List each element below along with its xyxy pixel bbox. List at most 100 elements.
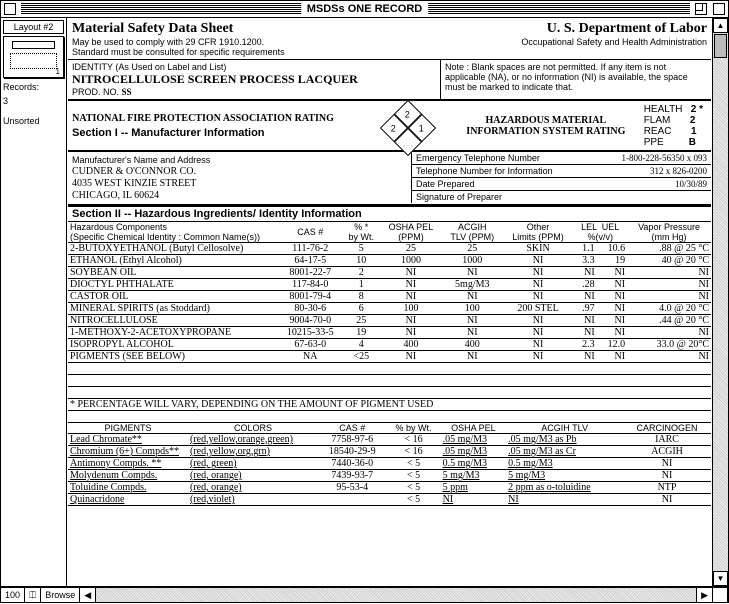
mode-menu[interactable]: Browse (41, 588, 80, 602)
mfr-street: 4035 WEST KINZIE STREET (72, 178, 407, 190)
hmis-ppe-l: PPE (644, 137, 664, 148)
mfr-label: Manufacturer's Name and Address (72, 154, 407, 166)
table-row: SOYBEAN OIL8001-22-72NINININININI (68, 267, 711, 279)
doc-subtitle1: May be used to comply with 29 CFR 1910.1… (72, 37, 513, 47)
col-leluel: LEL UEL%(v/v) (573, 222, 627, 243)
sort-status: Unsorted (3, 116, 64, 126)
records-count: 3 (3, 96, 64, 106)
table-row: ISOPROPYL ALCOHOL67-63-04400400NI2.312.0… (68, 339, 711, 351)
col-name: Hazardous Components(Specific Chemical I… (68, 222, 278, 243)
hmis-reac-l: REAC (644, 126, 672, 137)
zoom-field[interactable]: 100 (1, 588, 25, 602)
section1-title: Section I -- Manufacturer Information (68, 126, 368, 140)
hmis-values: HEALTH 2 * FLAM 2 REAC 1 PPE B (644, 104, 711, 148)
zoom-value: 100 (5, 590, 20, 600)
col-vp: Vapor Pressure(mm Hg) (627, 222, 711, 243)
vertical-scrollbar[interactable]: ▲ ▼ (712, 18, 728, 586)
table-row: MINERAL SPIRITS (as Stoddard)80-30-66100… (68, 303, 711, 315)
records-label: Records: (3, 82, 64, 92)
col-cas: CAS # (278, 222, 343, 243)
hmis-health-v: 2 * (691, 104, 703, 115)
pcol-colors: COLORS (188, 423, 318, 434)
emerg-label: Emergency Telephone Number (416, 153, 540, 163)
pct-note: * PERCENTAGE WILL VARY, DEPENDING ON THE… (68, 399, 711, 411)
sig-label: Signature of Preparer (416, 192, 502, 202)
horizontal-scrollbar[interactable] (96, 588, 697, 602)
doc-title: Material Safety Data Sheet (72, 21, 513, 37)
layout-thumbnail[interactable]: 1 (3, 36, 64, 78)
col-osha: OSHA PEL(PPM) (380, 222, 442, 243)
window-titlebar: MSDSs ONE RECORD (0, 0, 729, 18)
col-other: OtherLimits (PPM) (503, 222, 574, 243)
table-row: NITROCELLULOSE9004-70-025NININININI.44 @… (68, 315, 711, 327)
doc-subtitle2: Standard must be consulted for specific … (72, 47, 513, 57)
nfpa-diamond: 2 2 1 (368, 102, 448, 150)
close-box[interactable] (4, 3, 16, 15)
hscroll-right-arrow[interactable]: ▶ (697, 588, 713, 602)
collapse-box[interactable] (713, 3, 725, 15)
col-pct: % *by Wt. (343, 222, 381, 243)
scroll-up-arrow[interactable]: ▲ (713, 18, 728, 33)
dept-label: U. S. Department of Labor (521, 21, 707, 37)
status-bar: 100 ⎅ Browse ◀ ▶ (0, 586, 729, 603)
manufacturer-block: Manufacturer's Name and Address CUDNER &… (68, 151, 711, 204)
layout-sidebar: Layout #2 1 Records: 3 Unsorted (1, 18, 67, 586)
identity-label: IDENTITY (As Used on Label and List) (72, 62, 436, 72)
table-row: ETHANOL (Ethyl Alcohol)64-17-51010001000… (68, 255, 711, 267)
table-row: CASTOR OIL8001-79-48NINININININI (68, 291, 711, 303)
zoom-box[interactable] (695, 3, 707, 15)
date-val: 10/30/89 (675, 179, 707, 189)
pcol-cas: CAS # (318, 423, 386, 434)
product-name: NITROCELLULOSE SCREEN PROCESS LACQUER (72, 72, 436, 87)
identity-block: IDENTITY (As Used on Label and List) NIT… (68, 60, 711, 101)
doc-header: Material Safety Data Sheet May be used t… (68, 19, 711, 60)
pcol-name: PIGMENTS (68, 423, 188, 434)
document-area: Material Safety Data Sheet May be used t… (67, 18, 728, 586)
identity-note: Note : Blank spaces are not permitted. I… (441, 60, 711, 99)
table-row: Antimony Compds. **(red, green)7440-36-0… (68, 458, 711, 470)
mode-label: Browse (45, 590, 75, 600)
hmis-flam-l: FLAM (644, 115, 671, 126)
nfpa-block: NATIONAL FIRE PROTECTION ASSOCIATION RAT… (68, 101, 711, 151)
hmis-flam-v: 2 (690, 115, 696, 126)
info-val: 312 x 826-0200 (650, 166, 707, 176)
section2-title: Section II -- Hazardous Ingredients/ Ide… (68, 204, 711, 222)
resize-handle[interactable] (713, 588, 728, 602)
pcol-acgih: ACGIH TLV (506, 423, 623, 434)
book-icon[interactable]: ⎅ (25, 588, 41, 602)
osha-label: Occupational Safety and Health Administr… (521, 37, 707, 47)
pcol-osha: OSHA PEL (441, 423, 507, 434)
hscroll-left-arrow[interactable]: ◀ (80, 588, 96, 602)
ingredients-table: Hazardous Components(Specific Chemical I… (68, 222, 711, 423)
thumb-page-number: 1 (56, 67, 60, 76)
scroll-thumb[interactable] (714, 34, 727, 58)
table-row: DIOCTYL PHTHALATE117-84-01NI5mg/M3NI.28N… (68, 279, 711, 291)
scroll-down-arrow[interactable]: ▼ (713, 571, 728, 586)
mfr-city: CHICAGO, IL 60624 (72, 190, 407, 202)
prod-no: SS (122, 87, 132, 97)
mfr-name: CUDNER & O'CONNOR CO. (72, 166, 407, 178)
pigments-table: PIGMENTS COLORS CAS # % by Wt. OSHA PEL … (68, 423, 711, 506)
pcol-carc: CARCINOGEN (623, 423, 711, 434)
table-row: Toluidine Compds.(red, orange)95-53-4< 5… (68, 482, 711, 494)
window-title: MSDSs ONE RECORD (301, 3, 429, 15)
table-row: Chromium (6+) Compds**(red,yellow,org,gr… (68, 446, 711, 458)
hmis-health-l: HEALTH (644, 104, 683, 115)
pcol-pct: % by Wt. (386, 423, 440, 434)
table-row: 1-METHOXY-2-ACETOXYPROPANE10215-33-519NI… (68, 327, 711, 339)
nfpa-label: NATIONAL FIRE PROTECTION ASSOCIATION RAT… (68, 111, 338, 126)
date-label: Date Prepared (416, 179, 475, 189)
table-row: Quinacridone(red,violet)< 5NININI (68, 494, 711, 506)
col-acgih: ACGIHTLV (PPM) (442, 222, 503, 243)
layout-menu[interactable]: Layout #2 (3, 20, 64, 34)
hmis-ppe-v: B (689, 137, 696, 148)
prod-no-label: PROD. NO. (72, 87, 119, 97)
hmis-label: HAZARDOUS MATERIAL INFORMATION SYSTEM RA… (448, 115, 644, 137)
hmis-reac-v: 1 (691, 126, 697, 137)
table-row: Molydenum Compds.(red, orange)7439-93-7<… (68, 470, 711, 482)
table-row: PIGMENTS (SEE BELOW)NA<25NINININININI (68, 351, 711, 363)
table-row: 2-BUTOXYETHANOL (Butyl Cellosolve)111-76… (68, 243, 711, 255)
table-row: Lead Chromate**(red,yellow,orange,green)… (68, 434, 711, 446)
emerg-val: 1-800-228-56350 x 093 (622, 153, 708, 163)
info-label: Telephone Number for Information (416, 166, 553, 176)
